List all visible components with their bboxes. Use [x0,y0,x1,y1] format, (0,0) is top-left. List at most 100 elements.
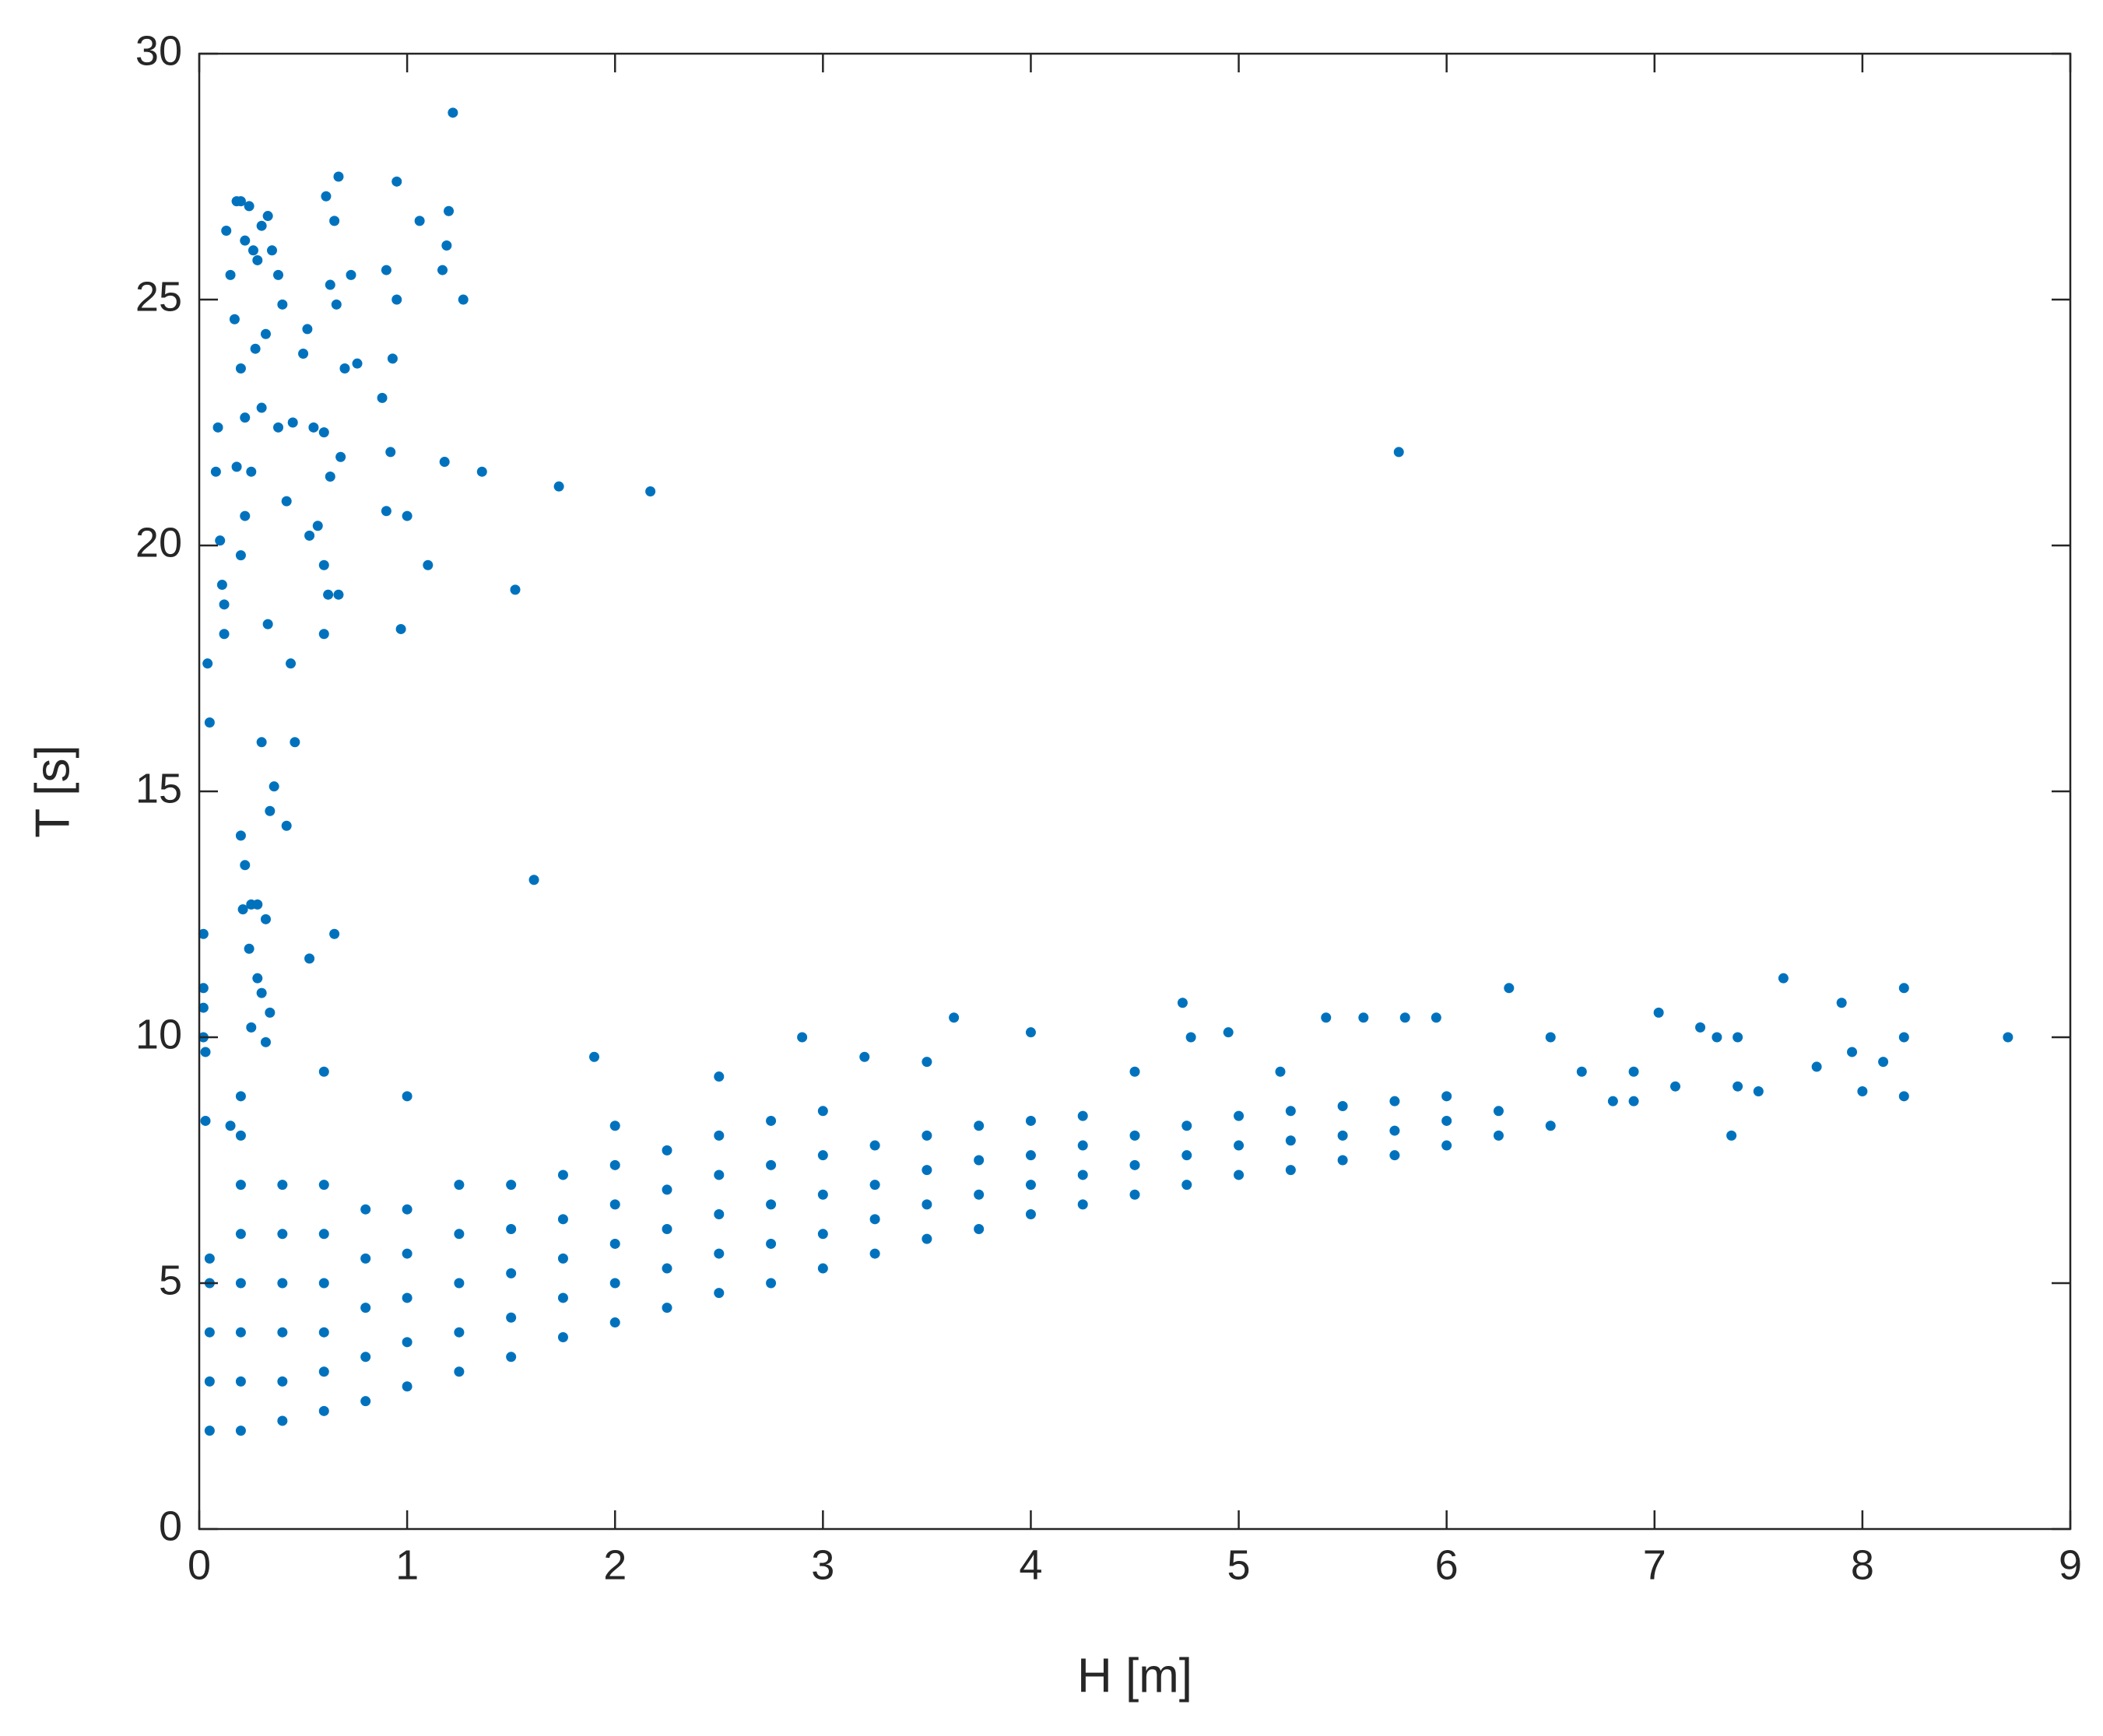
scatter-point [1275,1066,1286,1077]
scatter-point [323,589,334,600]
scatter-point [318,1180,329,1191]
scatter-point [219,629,230,640]
scatter-point [402,1381,413,1392]
scatter-point [221,226,232,237]
scatter-point [1077,1170,1088,1180]
scatter-point [766,1199,777,1210]
scatter-point [1607,1096,1618,1106]
scatter-point [662,1263,672,1274]
scatter-point [215,535,226,546]
scatter-point [308,422,319,433]
scatter-point [645,486,656,496]
scatter-point [1441,1140,1452,1151]
scatter-point [198,928,209,939]
scatter-point [266,245,277,256]
scatter-point [385,447,396,458]
scatter-point [1025,1027,1036,1038]
scatter-point [922,1130,932,1141]
scatter-point [506,1180,517,1191]
scatter-point [1898,983,1909,994]
scatter-point [1077,1110,1088,1121]
scatter-point [1358,1012,1369,1023]
scatter-point [1733,1081,1743,1092]
y-axis-label: T [s] [26,745,79,837]
scatter-point [1545,1121,1556,1131]
scatter-point [1389,1125,1400,1136]
scatter-point [318,427,329,438]
scatter-point [318,1327,329,1338]
scatter-point [273,422,284,433]
scatter-point [304,953,315,964]
scatter-point [766,1159,777,1170]
scatter-point [377,392,388,403]
x-tick-label: 8 [1851,1541,1874,1588]
scatter-point [204,1327,215,1338]
scatter-point [402,1248,413,1259]
scatter-point [262,619,273,630]
scatter-point [1181,1150,1192,1161]
scatter-point [2003,1032,2013,1043]
scatter-point [974,1121,985,1131]
scatter-point [235,830,246,841]
scatter-point [974,1223,985,1234]
scatter-point [869,1214,880,1225]
scatter-point [1181,1180,1192,1191]
scatter-point [1025,1209,1036,1220]
scatter-point [240,412,251,423]
scatter-point [448,107,458,118]
scatter-point [235,1180,246,1191]
scatter-point [325,472,335,482]
scatter-point [817,1229,828,1240]
x-tick-label: 2 [603,1541,627,1588]
scatter-point [1389,1150,1400,1161]
scatter-point [360,1396,371,1407]
scatter-point [1129,1130,1140,1141]
scatter-point [202,658,213,669]
scatter-point [766,1238,777,1249]
scatter-point [204,1253,215,1264]
scatter-point [262,211,273,222]
y-tick-label: 20 [135,519,182,566]
y-tick-label: 10 [135,1011,182,1057]
scatter-point [609,1159,620,1170]
scatter-point [244,943,255,954]
scatter-point [1177,998,1188,1008]
scatter-point [1234,1110,1245,1121]
scatter-point [318,1405,329,1416]
scatter-point [1285,1135,1296,1146]
scatter-point [277,1415,288,1426]
scatter-point [662,1223,672,1234]
scatter-point [391,294,402,305]
scatter-point [1653,1007,1664,1018]
scatter-point [281,820,292,831]
scatter-point [240,510,251,521]
scatter-point [286,658,297,669]
x-axis-label: H [m] [1077,1649,1192,1703]
scatter-point [1337,1130,1348,1141]
scatter-point [1847,1047,1858,1057]
scatter-point [304,530,315,541]
scatter-point [235,1229,246,1240]
scatter-point [333,171,344,182]
y-tick-label: 15 [135,765,182,812]
scatter-point [277,1376,288,1387]
scatter-point [1321,1012,1332,1023]
scatter-point [235,1327,246,1338]
scatter-point [458,294,469,305]
y-tick-label: 30 [135,27,182,74]
scatter-point [260,914,271,924]
scatter-point [766,1278,777,1289]
scatter-point [331,299,342,310]
scatter-point [1441,1091,1452,1102]
scatter-point [1504,983,1515,994]
scatter-point [277,1180,288,1191]
scatter-point [1431,1012,1441,1023]
scatter-point [277,1229,288,1240]
scatter-point [454,1327,465,1338]
scatter-point [360,1352,371,1362]
x-tick-label: 4 [1019,1541,1042,1588]
scatter-point [1628,1066,1639,1077]
scatter-point [506,1223,517,1234]
scatter-point [339,363,350,374]
